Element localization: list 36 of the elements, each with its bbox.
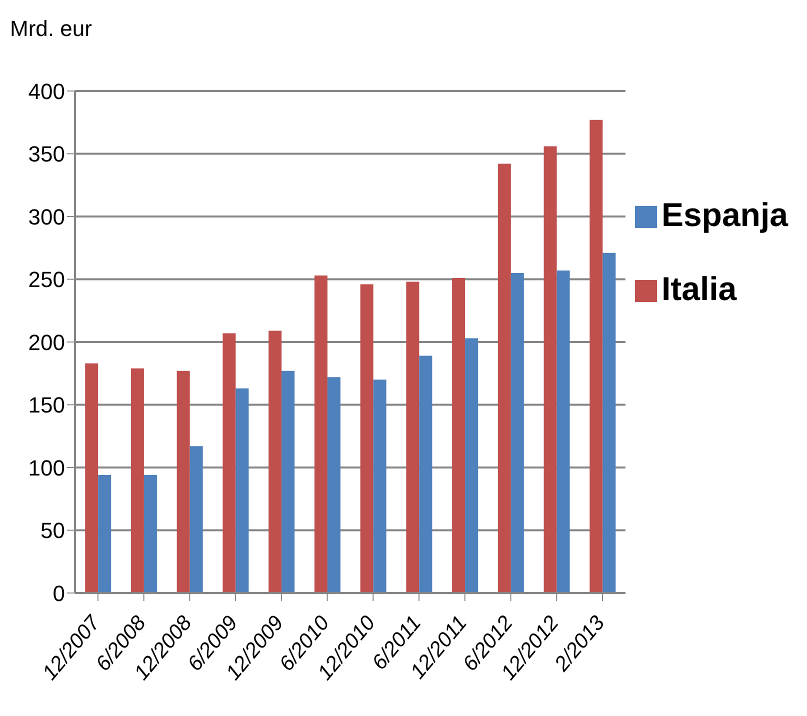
bar: [85, 363, 98, 593]
y-tick-label: 0: [52, 580, 65, 606]
bar: [590, 120, 603, 593]
y-axis-title: Mrd. eur: [10, 16, 92, 42]
bar: [190, 446, 203, 593]
y-tick-label: 350: [28, 142, 65, 167]
y-tick-label: 250: [28, 267, 65, 292]
bar: [327, 377, 340, 593]
bar: [314, 275, 328, 593]
bar: [144, 475, 157, 593]
bar: [544, 146, 557, 593]
bar: [452, 278, 466, 593]
legend-label: Italia: [661, 270, 737, 307]
y-tick-label: 50: [40, 518, 65, 544]
bar: [98, 475, 112, 593]
bar: [222, 333, 236, 593]
y-tick-label: 100: [28, 455, 65, 480]
bar: [360, 284, 374, 593]
bar: [130, 368, 144, 593]
bar: [176, 370, 190, 593]
y-tick-label: 200: [28, 330, 65, 355]
bar: [510, 272, 524, 593]
bar: [236, 388, 249, 593]
bar: [373, 380, 386, 593]
bar: [419, 356, 432, 593]
y-tick-label: 300: [28, 204, 65, 230]
bar: [282, 370, 295, 593]
bar: [465, 338, 478, 593]
legend-label: Espanja: [661, 196, 788, 233]
bar: [498, 164, 511, 593]
y-tick-label: 150: [28, 392, 65, 418]
bar: [602, 252, 616, 593]
bar: [406, 282, 420, 593]
bar: [556, 270, 570, 593]
y-tick-label: 400: [28, 78, 65, 104]
bar: [268, 330, 282, 593]
